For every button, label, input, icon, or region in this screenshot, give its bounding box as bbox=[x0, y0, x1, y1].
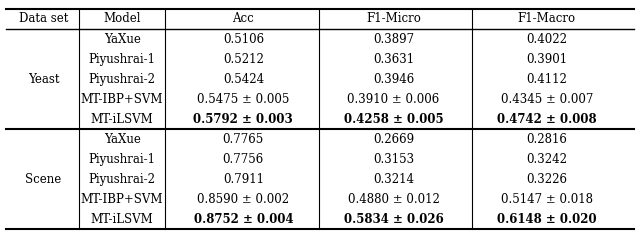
Text: Piyushrai-2: Piyushrai-2 bbox=[88, 173, 156, 186]
Text: 0.4022: 0.4022 bbox=[526, 33, 567, 46]
Text: 0.4345 ± 0.007: 0.4345 ± 0.007 bbox=[500, 93, 593, 106]
Text: Piyushrai-1: Piyushrai-1 bbox=[88, 53, 156, 66]
Text: 0.3946: 0.3946 bbox=[373, 73, 414, 86]
Text: Model: Model bbox=[103, 12, 141, 25]
Text: 0.5424: 0.5424 bbox=[223, 73, 264, 86]
Text: Data set: Data set bbox=[19, 12, 68, 25]
Text: 0.3242: 0.3242 bbox=[526, 153, 567, 166]
Text: 0.7911: 0.7911 bbox=[223, 173, 264, 186]
Text: 0.4258 ± 0.005: 0.4258 ± 0.005 bbox=[344, 113, 444, 126]
Text: 0.4742 ± 0.008: 0.4742 ± 0.008 bbox=[497, 113, 596, 126]
Text: 0.7756: 0.7756 bbox=[223, 153, 264, 166]
Text: 0.3901: 0.3901 bbox=[526, 53, 567, 66]
Text: 0.5212: 0.5212 bbox=[223, 53, 264, 66]
Text: 0.5475 ± 0.005: 0.5475 ± 0.005 bbox=[197, 93, 289, 106]
Text: 0.3226: 0.3226 bbox=[526, 173, 567, 186]
Text: 0.4112: 0.4112 bbox=[526, 73, 567, 86]
Text: 0.8752 ± 0.004: 0.8752 ± 0.004 bbox=[193, 213, 293, 226]
Text: 0.3631: 0.3631 bbox=[373, 53, 414, 66]
Text: 0.7765: 0.7765 bbox=[223, 133, 264, 146]
Text: 0.8590 ± 0.002: 0.8590 ± 0.002 bbox=[197, 193, 289, 206]
Text: Scene: Scene bbox=[26, 173, 61, 186]
Text: YaXue: YaXue bbox=[104, 33, 140, 46]
Text: F1-Micro: F1-Micro bbox=[366, 12, 421, 25]
Text: F1-Macro: F1-Macro bbox=[518, 12, 576, 25]
Text: 0.3153: 0.3153 bbox=[373, 153, 414, 166]
Text: MT-iLSVM: MT-iLSVM bbox=[91, 113, 154, 126]
Text: 0.5147 ± 0.018: 0.5147 ± 0.018 bbox=[500, 193, 593, 206]
Text: 0.3897: 0.3897 bbox=[373, 33, 414, 46]
Text: Acc: Acc bbox=[232, 12, 254, 25]
Text: 0.3910 ± 0.006: 0.3910 ± 0.006 bbox=[348, 93, 440, 106]
Text: MT-iLSVM: MT-iLSVM bbox=[91, 213, 154, 226]
Text: 0.2816: 0.2816 bbox=[526, 133, 567, 146]
Text: 0.5106: 0.5106 bbox=[223, 33, 264, 46]
Text: 0.5834 ± 0.026: 0.5834 ± 0.026 bbox=[344, 213, 444, 226]
Text: 0.6148 ± 0.020: 0.6148 ± 0.020 bbox=[497, 213, 596, 226]
Text: Piyushrai-2: Piyushrai-2 bbox=[88, 73, 156, 86]
Text: MT-IBP+SVM: MT-IBP+SVM bbox=[81, 193, 163, 206]
Text: Yeast: Yeast bbox=[28, 73, 60, 86]
Text: 0.2669: 0.2669 bbox=[373, 133, 414, 146]
Text: MT-IBP+SVM: MT-IBP+SVM bbox=[81, 93, 163, 106]
Text: 0.5792 ± 0.003: 0.5792 ± 0.003 bbox=[193, 113, 293, 126]
Text: YaXue: YaXue bbox=[104, 133, 140, 146]
Text: Piyushrai-1: Piyushrai-1 bbox=[88, 153, 156, 166]
Text: 0.3214: 0.3214 bbox=[373, 173, 414, 186]
Text: 0.4880 ± 0.012: 0.4880 ± 0.012 bbox=[348, 193, 440, 206]
